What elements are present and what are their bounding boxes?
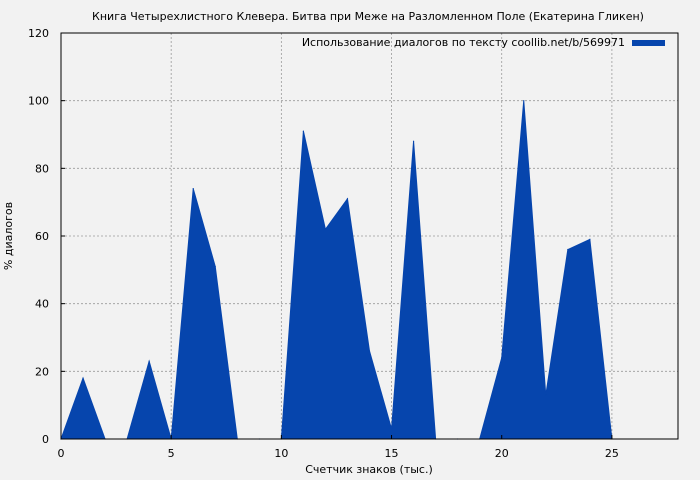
x-axis-label: Счетчик знаков (тыс.) (305, 463, 433, 476)
data-point (214, 265, 216, 268)
data-point (368, 350, 371, 352)
chart-title: Книга Четырехлистного Клевера. Битва при… (92, 10, 644, 23)
data-point (412, 140, 415, 142)
y-tick-label: 100 (28, 95, 49, 108)
y-tick-label: 0 (42, 433, 49, 446)
data-point (192, 188, 194, 190)
data-point (324, 228, 327, 230)
x-tick-label: 15 (385, 447, 399, 460)
legend-label: Использование диалогов по тексту coollib… (302, 36, 625, 49)
y-axis-label: % диалогов (2, 202, 15, 270)
series-area-path (60, 100, 613, 440)
data-point (545, 394, 547, 396)
legend-swatch (632, 40, 665, 46)
data-point (82, 377, 84, 379)
y-tick-label: 40 (35, 298, 49, 311)
x-tick-label: 5 (168, 447, 175, 460)
data-point (589, 238, 591, 240)
data-point (148, 360, 150, 362)
data-point (346, 198, 349, 200)
y-tick-label: 120 (28, 27, 49, 40)
data-point (501, 357, 503, 359)
data-point (302, 130, 304, 132)
x-tick-label: 10 (274, 447, 288, 460)
y-tick-label: 80 (35, 162, 49, 175)
data-point (523, 100, 525, 102)
axis-ticks: 0 5 10 15 20 25 0 20 40 60 80 100 120 (28, 27, 619, 460)
x-tick-label: 25 (605, 447, 619, 460)
y-tick-label: 20 (35, 365, 49, 378)
x-tick-label: 20 (495, 447, 509, 460)
x-tick-label: 0 (58, 447, 65, 460)
data-point (567, 248, 569, 251)
data-point (390, 428, 393, 430)
legend: Использование диалогов по тексту coollib… (302, 36, 665, 49)
series-area (60, 100, 613, 440)
y-tick-label: 60 (35, 230, 49, 243)
